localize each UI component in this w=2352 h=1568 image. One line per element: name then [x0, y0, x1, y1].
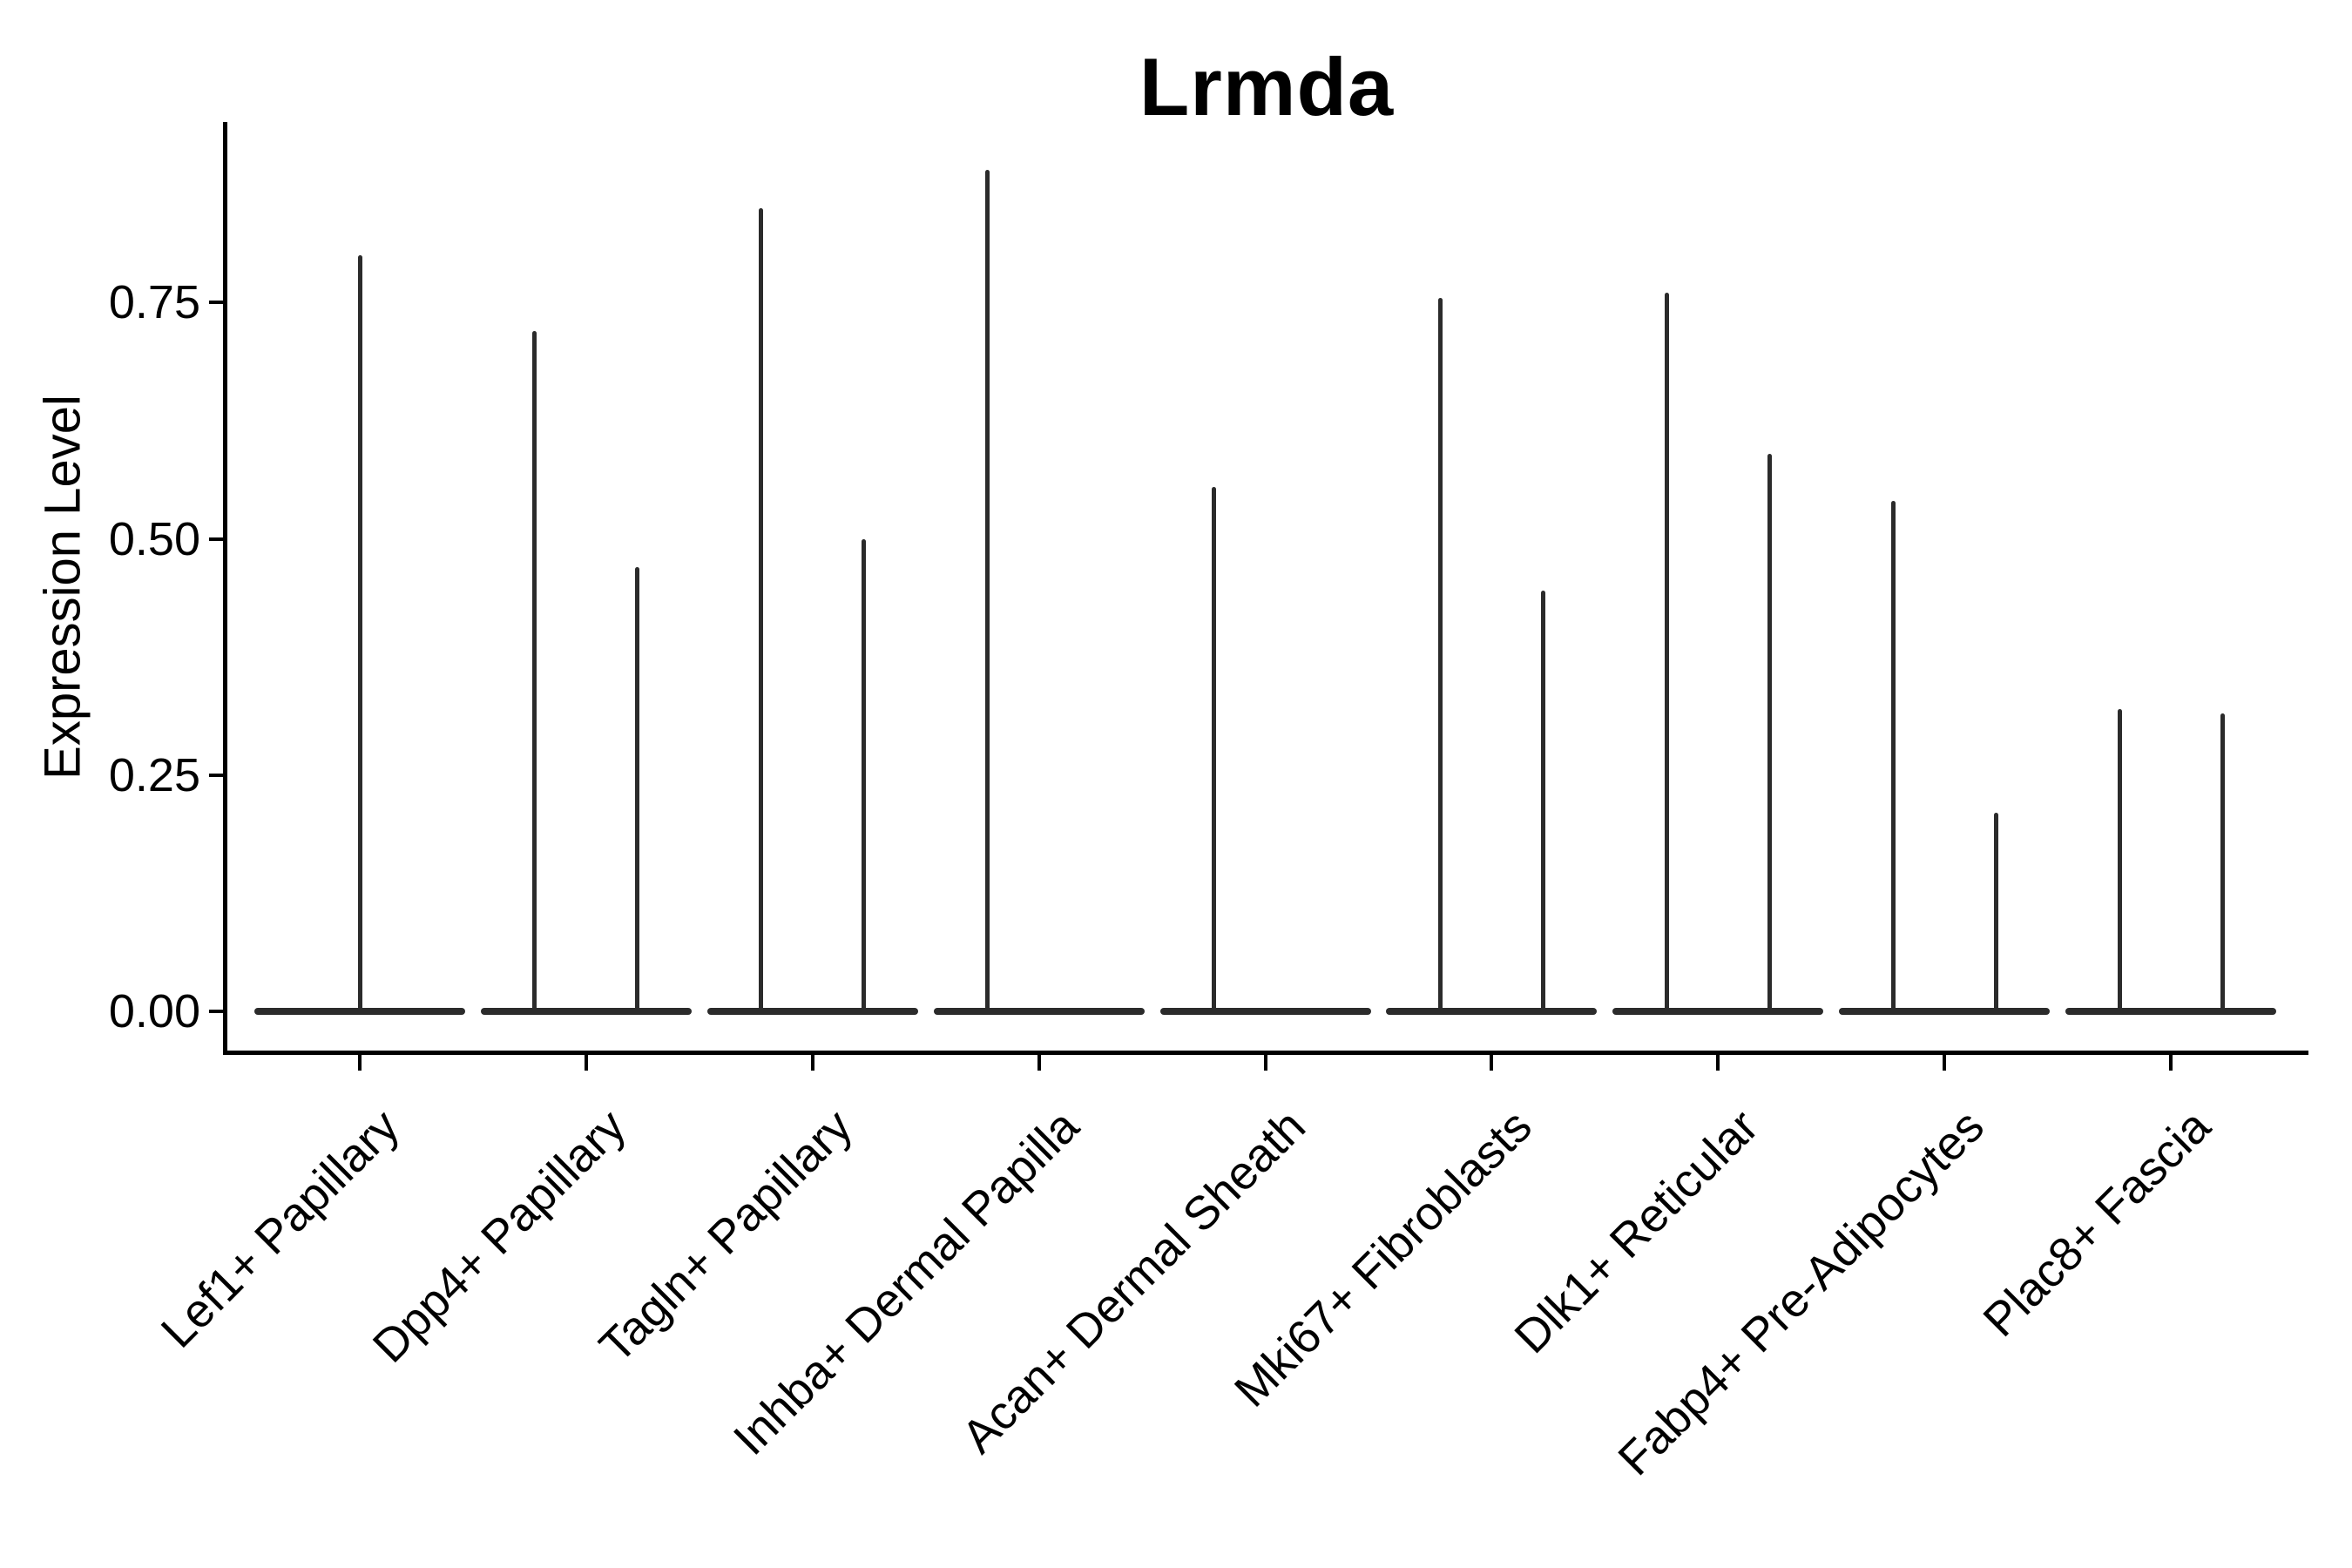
- violin-spike: [1767, 453, 1772, 1011]
- violin-base: [2065, 1008, 2276, 1015]
- violin-spike: [1540, 591, 1545, 1011]
- y-tick-label: 0.25: [108, 748, 200, 801]
- y-tick: [209, 1010, 224, 1013]
- x-tick: [810, 1055, 814, 1071]
- x-axis-spine: [223, 1051, 2308, 1055]
- y-tick: [209, 773, 224, 777]
- x-tick: [584, 1055, 588, 1071]
- violin-spike: [1437, 297, 1443, 1011]
- y-axis-label: Expression Level: [34, 395, 91, 780]
- x-tick: [1716, 1055, 1720, 1071]
- x-tick-label: Dlk1+ Reticular: [1504, 1099, 1768, 1364]
- x-tick-label: Plac8+ Fascia: [1973, 1099, 2221, 1348]
- violin-base: [1839, 1008, 2051, 1015]
- violin-base: [933, 1008, 1145, 1015]
- violin-base: [480, 1008, 692, 1015]
- violin-spike: [862, 538, 867, 1011]
- violin-spike: [985, 170, 990, 1011]
- violin-spike: [635, 567, 640, 1011]
- violin-base: [1386, 1008, 1598, 1015]
- y-tick: [209, 301, 224, 305]
- chart-title: Lrmda: [1139, 41, 1395, 132]
- violin-spike: [532, 330, 537, 1011]
- violin-spike: [1664, 293, 1669, 1011]
- violin-spike: [1212, 486, 1216, 1011]
- x-tick-label: Fabp4+ Pre-Adipocytes: [1608, 1099, 1995, 1486]
- violin-spike: [2117, 708, 2122, 1011]
- x-tick: [1263, 1055, 1267, 1071]
- violin-base: [254, 1008, 465, 1015]
- violin-base: [1612, 1008, 1824, 1015]
- violin-spike: [759, 207, 764, 1011]
- y-tick-label: 0.00: [108, 985, 200, 1037]
- x-tick: [1490, 1055, 1494, 1071]
- y-tick-label: 0.75: [108, 276, 200, 329]
- x-tick: [1037, 1055, 1041, 1071]
- y-axis-spine: [223, 122, 227, 1055]
- y-tick: [209, 537, 224, 541]
- x-tick-label: Lef1+ Papillary: [152, 1099, 410, 1358]
- x-tick: [2169, 1055, 2173, 1071]
- violin-base: [1159, 1008, 1371, 1015]
- violin-spike: [2220, 713, 2225, 1011]
- y-tick-label: 0.50: [108, 512, 200, 565]
- x-tick: [1943, 1055, 1947, 1071]
- violin-base: [706, 1008, 918, 1015]
- violin-spike: [1890, 501, 1896, 1011]
- violin-spike: [1993, 813, 1998, 1011]
- violin-spike: [357, 255, 362, 1011]
- x-tick: [358, 1055, 362, 1071]
